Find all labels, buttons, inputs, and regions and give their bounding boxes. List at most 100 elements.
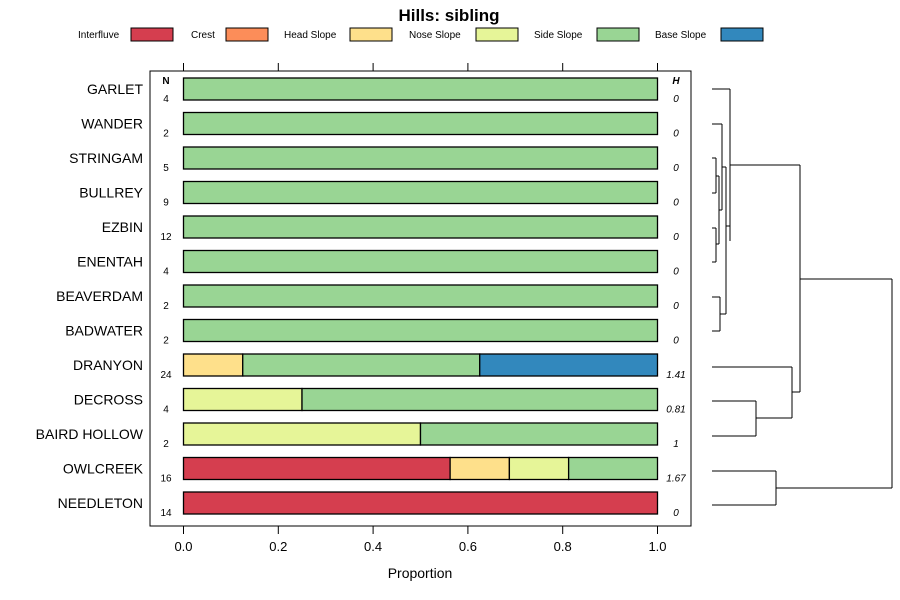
h-value: 0 (673, 198, 679, 209)
row-label: EZBIN (102, 219, 143, 235)
bar-segment (567, 456, 659, 481)
bar-segment (182, 77, 659, 101)
row-label: STRINGAM (69, 150, 143, 166)
x-tick-label: 0.6 (459, 539, 477, 554)
bar-segment (479, 353, 659, 377)
bar-row: DRANYON 24 1.41 (73, 353, 686, 381)
bar-segment (182, 387, 303, 412)
row-label: DRANYON (73, 357, 143, 373)
x-tick-label: 1.0 (648, 539, 666, 554)
bar-segment (182, 180, 659, 205)
legend-label: Head Slope (284, 30, 337, 41)
bar-segment (182, 318, 659, 343)
bar-row: STRINGAM 5 0 (69, 146, 679, 174)
h-value: 1.67 (666, 474, 686, 485)
row-label: BEAVERDAM (56, 288, 143, 304)
bar-row: NEEDLETON 14 0 (58, 491, 679, 519)
n-value: 4 (163, 405, 169, 416)
x-tick-label: 0.8 (554, 539, 572, 554)
bar-row: BULLREY 9 0 (79, 180, 679, 209)
bar-segment (182, 284, 659, 308)
h-value: 0 (673, 163, 679, 174)
row-label: BADWATER (65, 323, 143, 339)
row-label: ENENTAH (77, 254, 143, 270)
n-value: 2 (163, 336, 169, 347)
h-value: 1 (673, 439, 679, 450)
bar-segment (182, 422, 422, 446)
bar-segment (182, 111, 659, 136)
bar-segment (419, 422, 659, 446)
row-label: OWLCREEK (63, 461, 144, 477)
row-label: DECROSS (74, 392, 143, 408)
legend-swatch (130, 27, 174, 42)
n-value: 24 (160, 370, 172, 381)
h-value: 0 (673, 336, 679, 347)
bar-segment (182, 456, 451, 481)
legend-swatch (596, 27, 640, 42)
x-axis: 0.0 0.2 0.4 0.6 0.8 1.0 (174, 63, 667, 554)
bar-segment (182, 353, 244, 377)
dendrogram (712, 88, 893, 506)
x-tick-label: 0.4 (364, 539, 382, 554)
h-value: 0 (673, 94, 679, 105)
h-value: 1.41 (666, 370, 685, 381)
bar-row: ENENTAH 4 0 (77, 249, 679, 278)
row-label: BAIRD HOLLOW (36, 426, 144, 442)
row-label: NEEDLETON (58, 495, 143, 511)
legend-label: Base Slope (655, 30, 707, 41)
bar-segment (182, 215, 659, 239)
bar-segment (182, 491, 659, 515)
legend-label: Nose Slope (409, 30, 461, 41)
legend-swatch (225, 27, 269, 42)
h-value: 0 (673, 301, 679, 312)
legend-swatch (720, 27, 764, 42)
n-value: 5 (163, 163, 169, 174)
n-value: 4 (163, 94, 169, 105)
h-value: 0 (673, 267, 679, 278)
legend-label: Crest (191, 30, 215, 41)
bar-row: OWLCREEK 16 1.67 (63, 456, 686, 485)
n-value: 9 (163, 198, 169, 209)
n-value: 16 (160, 474, 172, 485)
n-value: 12 (160, 232, 172, 243)
bar-row: WANDER 2 0 (81, 111, 679, 140)
h-value: 0 (673, 129, 679, 140)
row-label: GARLET (87, 81, 143, 97)
bar-row: EZBIN 12 0 (102, 215, 679, 243)
row-label: BULLREY (79, 185, 143, 201)
bar-segment (301, 387, 659, 412)
h-value: 0.81 (666, 405, 685, 416)
bar-row: BAIRD HOLLOW 2 1 (36, 422, 679, 450)
n-value: 2 (163, 439, 169, 450)
bar-row: GARLET 4 0 (87, 77, 679, 105)
h-value: 0 (673, 508, 679, 519)
x-tick-label: 0.0 (174, 539, 192, 554)
x-tick-label: 0.2 (269, 539, 287, 554)
legend-label: Side Slope (534, 30, 583, 41)
legend: Interfluve Crest Head Slope Nose Slope Side … (78, 27, 764, 42)
legend-label: Interfluve (78, 30, 120, 41)
bar-segment (449, 456, 511, 481)
plot-frame (149, 70, 692, 527)
chart-title: Hills: sibling (398, 6, 499, 25)
n-value: 4 (163, 267, 169, 278)
n-value: 14 (160, 508, 172, 519)
legend-swatch (349, 27, 393, 42)
legend-swatch (475, 27, 519, 42)
bar-segment (182, 249, 659, 274)
n-column-header: N (162, 76, 169, 87)
bar-row: BEAVERDAM 2 0 (56, 284, 679, 312)
bar-row: DECROSS 4 0.81 (74, 387, 686, 416)
bar-segment (508, 456, 570, 481)
n-value: 2 (163, 301, 169, 312)
h-value: 0 (673, 232, 679, 243)
x-axis-label: Proportion (388, 565, 453, 581)
n-value: 2 (163, 129, 169, 140)
bar-segment (242, 353, 481, 377)
h-column-header: H (672, 76, 680, 87)
row-label: WANDER (81, 116, 143, 132)
bar-segment (182, 146, 659, 170)
bar-row: BADWATER 2 0 (65, 318, 679, 347)
